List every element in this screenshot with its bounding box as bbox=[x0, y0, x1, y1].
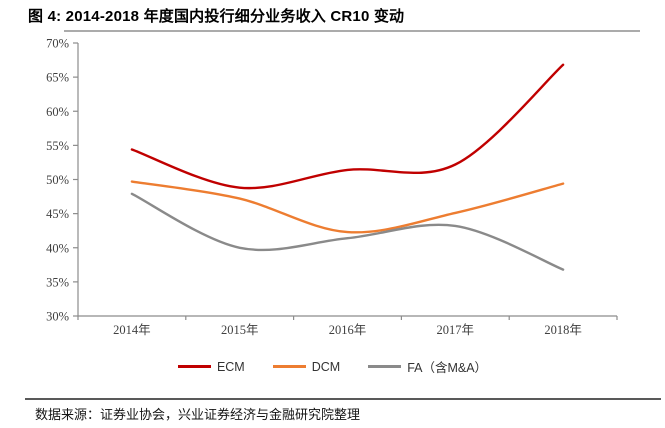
x-tick-label: 2014年 bbox=[113, 323, 151, 337]
data-source-note: 数据来源：证券业协会，兴业证券经济与金融研究院整理 bbox=[35, 407, 361, 422]
y-tick-label: 40% bbox=[46, 241, 69, 255]
y-tick-label: 65% bbox=[46, 71, 69, 85]
title-divider bbox=[64, 30, 640, 32]
chart-legend: ECM DCM FA（含M&A） bbox=[0, 357, 665, 376]
legend-item-dcm: DCM bbox=[272, 359, 341, 374]
legend-item-ecm: ECM bbox=[177, 359, 245, 374]
legend-label-fa: FA（含M&A） bbox=[407, 361, 488, 375]
x-tick-label: 2016年 bbox=[329, 323, 367, 337]
y-tick-label: 35% bbox=[46, 275, 69, 289]
legend-item-fa: FA（含M&A） bbox=[368, 357, 487, 376]
y-tick-label: 30% bbox=[46, 310, 69, 324]
figure-title: 图 4: 2014-2018 年度国内投行细分业务收入 CR10 变动 bbox=[28, 8, 405, 25]
legend-label-dcm: DCM bbox=[311, 359, 341, 374]
legend-line-swatch-dcm bbox=[272, 365, 306, 368]
series-line-fa bbox=[130, 192, 565, 271]
line-chart: 30% 35% 40% 45% 50% 55% 60% 65% 70% 2014年 2015年 201… bbox=[46, 37, 618, 337]
series-line-dcm bbox=[130, 180, 565, 234]
legend-label-ecm: ECM bbox=[216, 359, 245, 374]
y-tick-label: 55% bbox=[46, 139, 69, 153]
x-tick-label: 2018年 bbox=[544, 323, 582, 337]
footer-divider bbox=[25, 398, 661, 400]
legend-line-swatch-fa bbox=[368, 365, 402, 368]
legend-line-swatch-ecm bbox=[177, 365, 211, 368]
series-line-ecm bbox=[130, 63, 565, 190]
x-tick-label: 2015年 bbox=[221, 323, 259, 337]
y-tick-label: 45% bbox=[46, 207, 69, 221]
chart-axes bbox=[77, 43, 617, 317]
y-tick-label: 60% bbox=[46, 105, 69, 119]
y-tick-label: 70% bbox=[46, 37, 69, 51]
x-tick-label: 2017年 bbox=[437, 323, 475, 337]
y-tick-label: 50% bbox=[46, 173, 69, 187]
